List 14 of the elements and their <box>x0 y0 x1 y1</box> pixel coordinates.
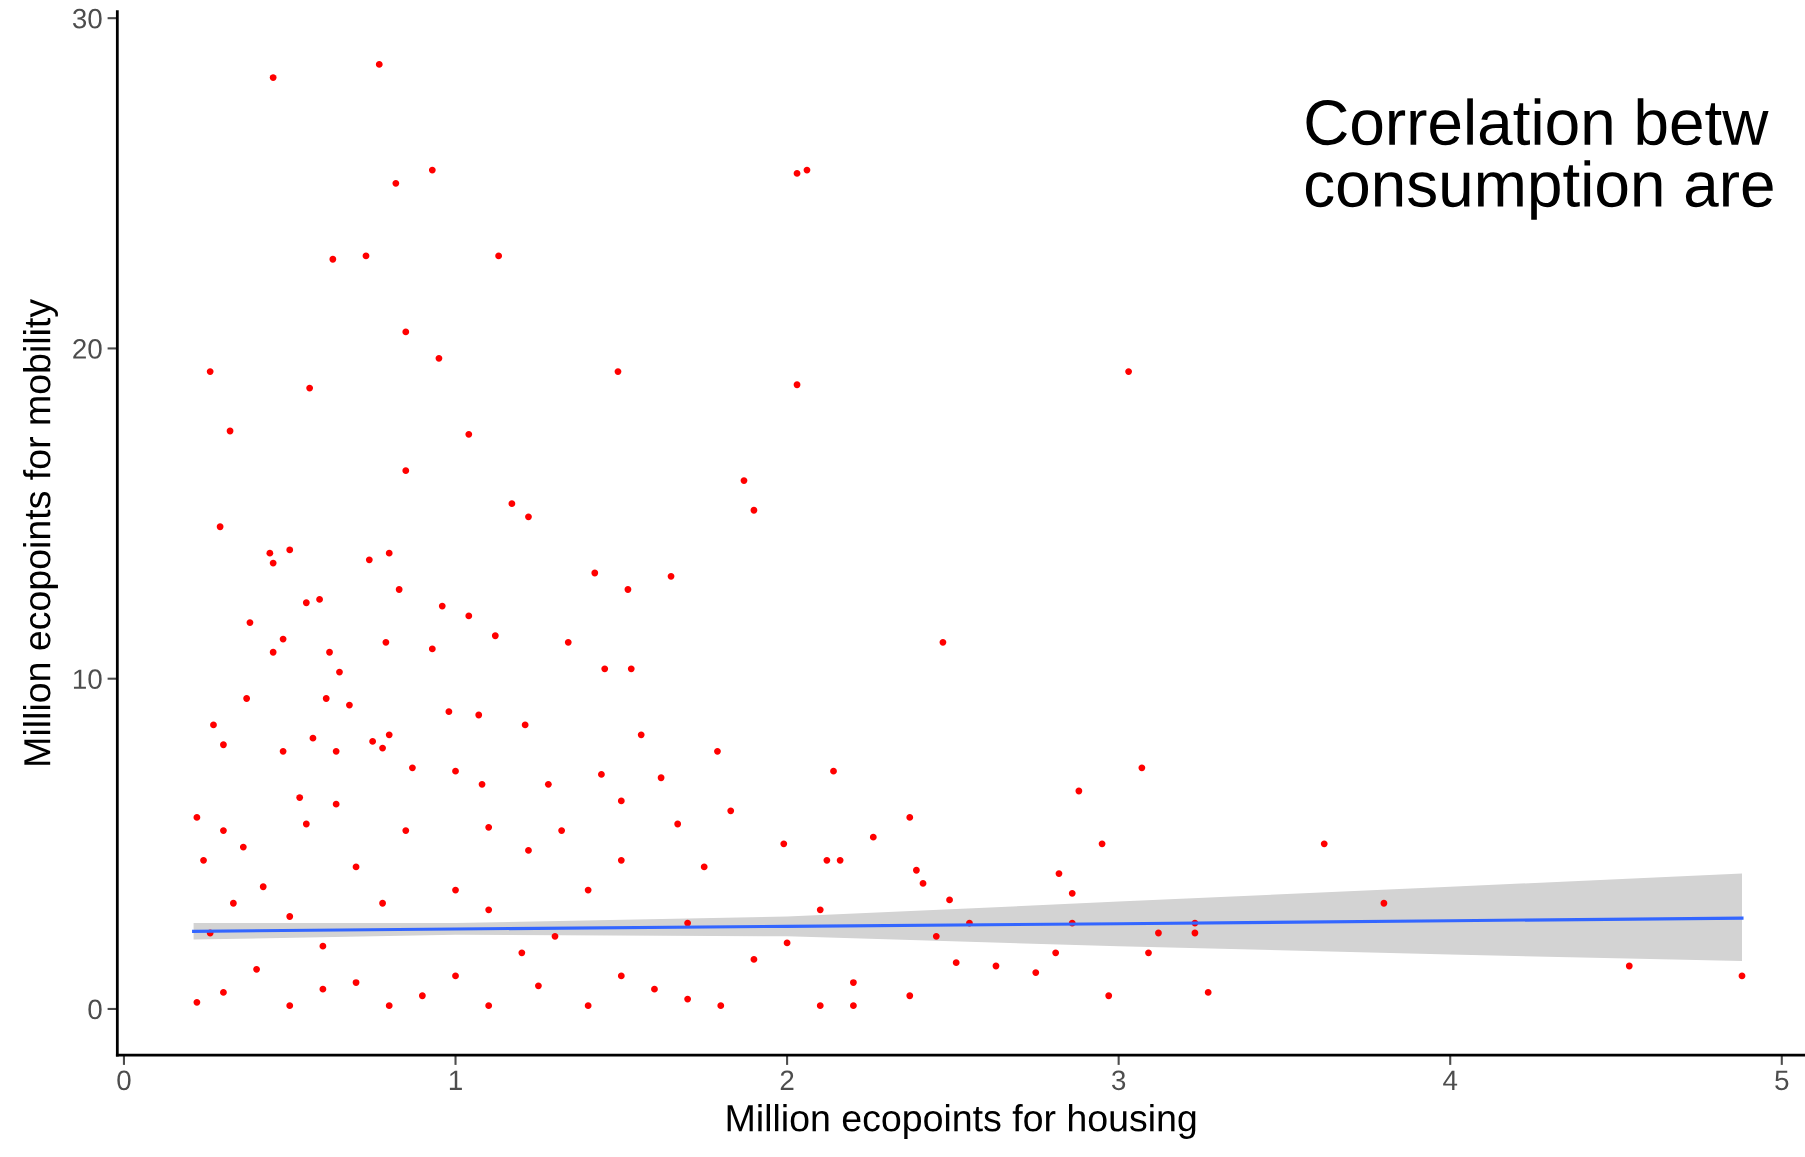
y-tick-label: 10 <box>73 669 102 690</box>
x-tick-label: 5 <box>1775 1070 1789 1091</box>
x-tick-label: 2 <box>780 1070 794 1090</box>
x-tick-label: 1 <box>449 1070 462 1090</box>
x-axis-title: Million ecopoints for housing <box>727 1103 1196 1139</box>
x-tick-label: 0 <box>117 1070 131 1091</box>
line-series <box>192 916 1744 933</box>
x-tick-label: 3 <box>1111 1070 1126 1091</box>
y-tick-label: 30 <box>72 8 102 29</box>
y-axis-title: Million ecopoints for mobility <box>23 298 58 765</box>
y-tick-label: 20 <box>73 339 102 359</box>
x-tick-label: 4 <box>1443 1070 1458 1090</box>
y-tick-label: 0 <box>88 999 102 1020</box>
annotation: Correlation betw consumption are <box>1305 98 1773 220</box>
